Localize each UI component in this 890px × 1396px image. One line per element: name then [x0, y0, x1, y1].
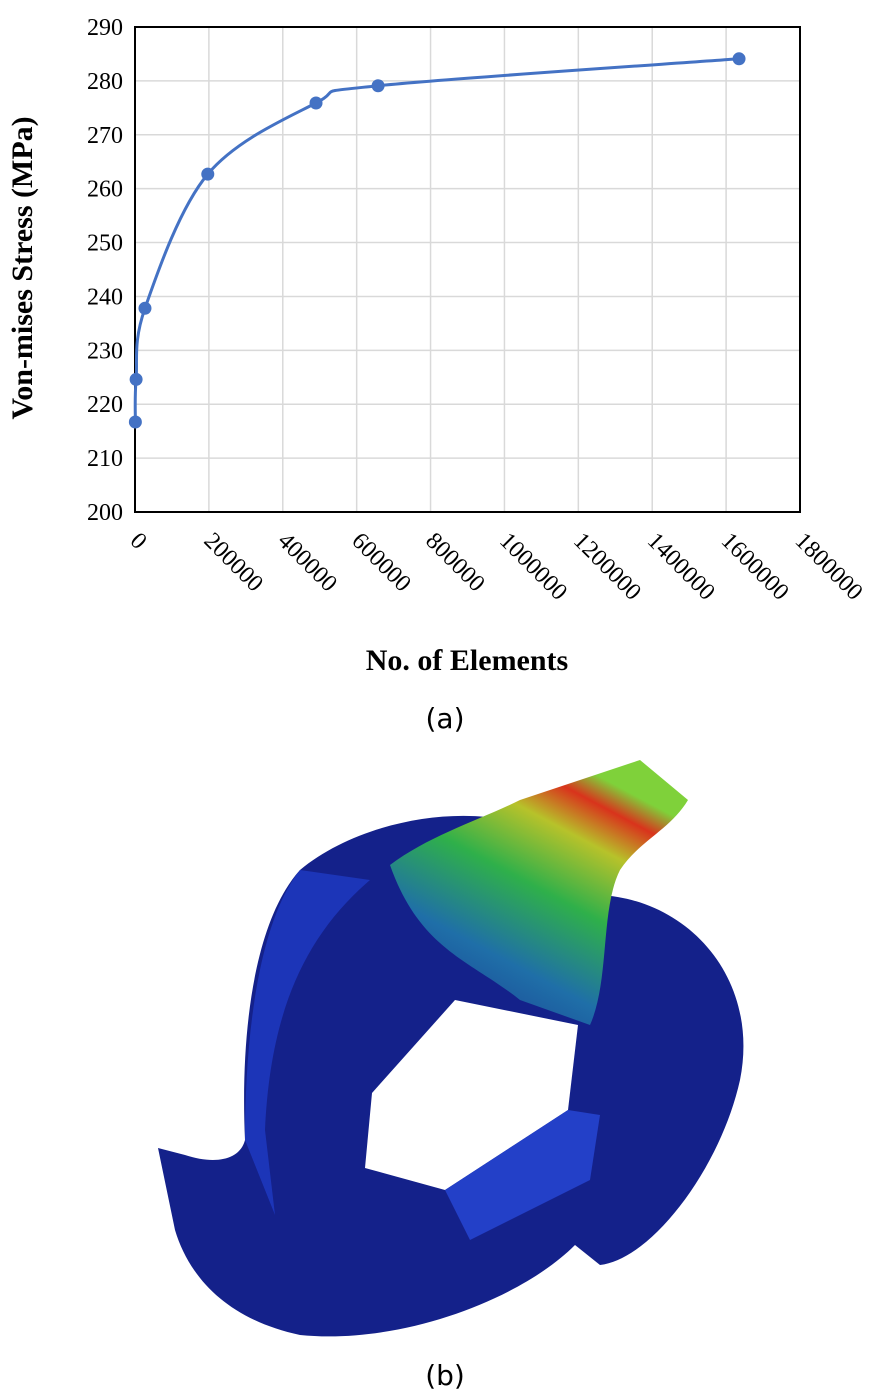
plot-frame [134, 26, 801, 513]
x-tick-label: 1000000 [494, 528, 572, 606]
inner-face [445, 1110, 600, 1240]
point [201, 167, 215, 181]
y-tick-label: 240 [87, 284, 123, 310]
x-tick-label: 1800000 [790, 528, 868, 606]
x-tick-label: 200000 [199, 528, 268, 597]
y-tick-label: 220 [87, 392, 123, 418]
x-axis-title: No. of Elements [366, 644, 568, 677]
caption: (b) [425, 1359, 465, 1392]
y-axis-title: Von-mises Stress (MPa) [6, 116, 39, 419]
y-tick-label: 230 [87, 338, 123, 364]
ring-face [245, 870, 370, 1215]
x-tick-label: 1600000 [716, 528, 794, 606]
stress-tip [390, 760, 688, 1025]
x-tick-label: 1400000 [642, 528, 720, 606]
x-tick-label: 800000 [420, 528, 489, 597]
point [128, 415, 142, 429]
x-tick-label: 600000 [346, 528, 415, 597]
y-tick-label: 290 [87, 15, 123, 41]
y-tick-label: 200 [87, 500, 123, 526]
x-tick-label: 1200000 [568, 528, 646, 606]
y-tick-label: 280 [87, 69, 123, 95]
point [309, 96, 323, 110]
chart: 200 210 220 230 240 250 260 270 280 290 0 200000 400… [87, 15, 868, 606]
caption: (a) [425, 702, 464, 735]
point [371, 79, 385, 93]
y-tick-label: 260 [87, 177, 123, 203]
fea-model [158, 760, 744, 1337]
y-tick-label: 210 [87, 446, 123, 472]
y-tick-label: 270 [87, 123, 123, 149]
point [129, 372, 143, 386]
point [138, 301, 152, 315]
x-tick-label: 0 [125, 528, 152, 555]
x-tick-label: 400000 [273, 528, 342, 597]
line [133, 57, 740, 423]
y-tick-label: 250 [87, 231, 123, 257]
hex-hole [365, 1000, 578, 1190]
point [732, 52, 746, 66]
